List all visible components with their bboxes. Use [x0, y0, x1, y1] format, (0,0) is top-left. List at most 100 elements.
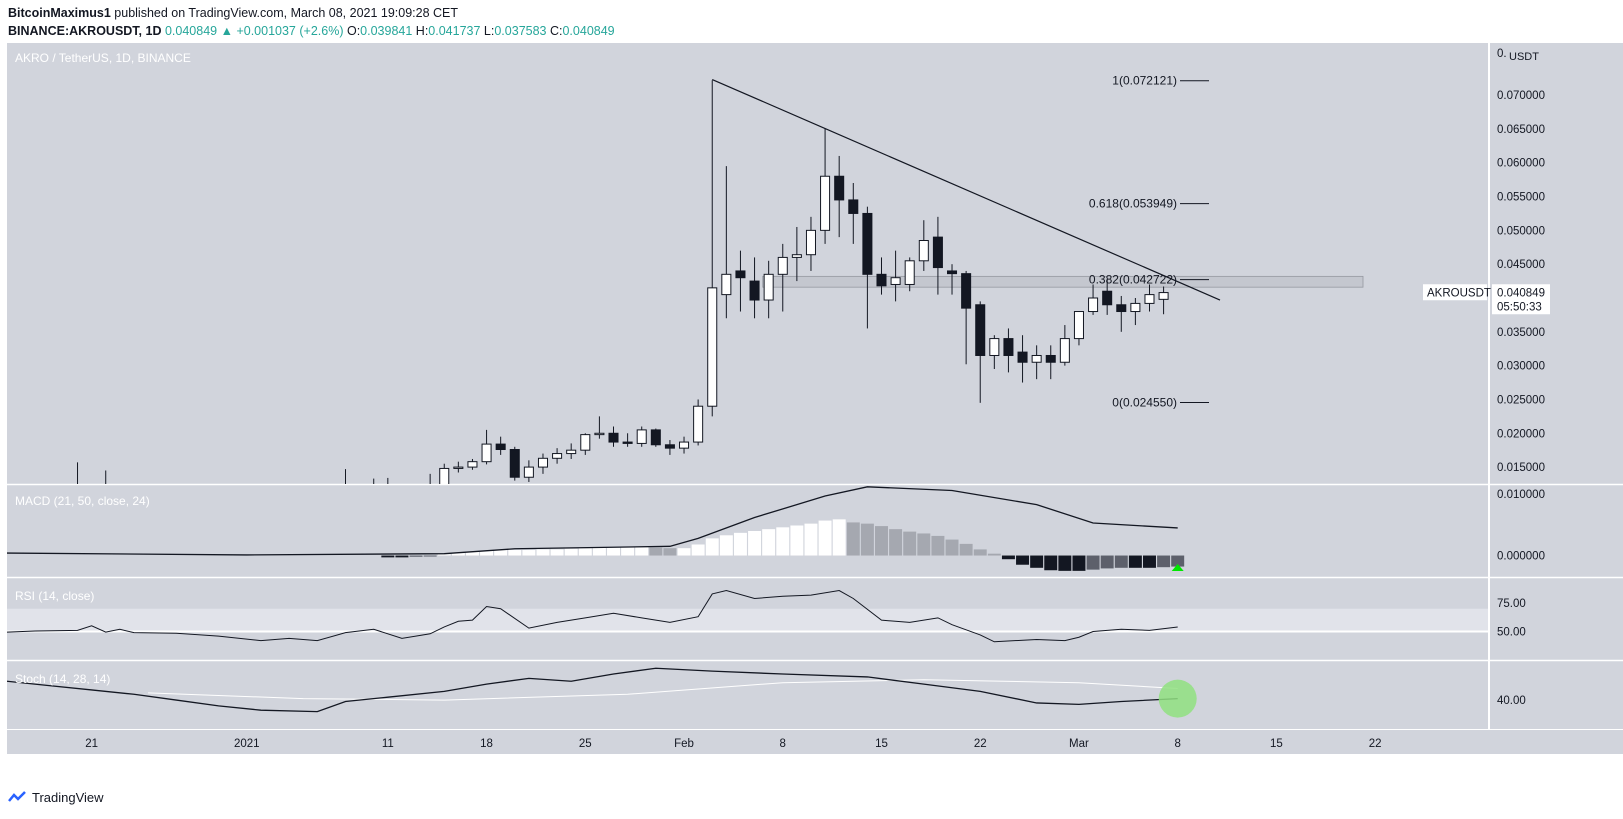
candle-body	[820, 175, 831, 231]
macd-histogram-bar	[1016, 555, 1030, 565]
macd-histogram-bar	[522, 550, 536, 556]
bullish-candle	[105, 470, 107, 484]
stoch-d-line	[148, 679, 1178, 701]
bearish-candle	[495, 436, 506, 455]
candle-body	[848, 199, 859, 214]
candle-body	[509, 449, 520, 478]
bullish-candle	[1144, 284, 1155, 312]
candle-body	[1045, 354, 1056, 363]
time-tick-label: 18	[480, 738, 493, 750]
price-tick-label: 0.055000	[1497, 192, 1545, 204]
candle-body	[1003, 338, 1014, 356]
candle-body	[1144, 294, 1155, 304]
candle-body	[1102, 290, 1113, 306]
bearish-candle	[975, 301, 986, 403]
candle-body	[876, 273, 887, 287]
time-axis-bg	[7, 730, 1623, 754]
time-tick-label: 8	[780, 738, 786, 750]
macd-histogram-bar	[1114, 555, 1128, 568]
time-tick-label: 11	[382, 738, 394, 750]
macd-histogram-bar	[1044, 555, 1058, 571]
candle-body	[664, 444, 675, 449]
stoch-plot	[7, 667, 1178, 713]
macd-histogram-bar	[621, 547, 635, 556]
candle-body	[523, 466, 534, 478]
candle-body	[1073, 311, 1084, 340]
macd-tick-label: 0.010000	[1497, 489, 1545, 501]
macd-histogram-bar	[987, 553, 1001, 556]
macd-histogram-bar	[437, 554, 451, 556]
rsi-tick-label: 75.00	[1497, 598, 1526, 610]
bullish-candle	[429, 473, 431, 484]
bullish-candle	[1158, 286, 1169, 315]
candle-body	[552, 453, 563, 459]
rsi-line	[7, 590, 1178, 643]
bullish-candle	[453, 461, 464, 473]
currency-label: USDT	[1509, 51, 1539, 63]
candle-body	[961, 273, 972, 309]
fib-level-label: 0.382(0.042722)	[1089, 273, 1177, 287]
brand-name[interactable]: TradingView	[32, 790, 104, 805]
bullish-candle	[1073, 311, 1084, 346]
bullish-candle	[820, 128, 831, 244]
up-triangle-icon: ▲	[220, 24, 233, 38]
bullish-candle	[481, 429, 492, 465]
macd-histogram-bar	[1072, 555, 1086, 571]
candle-body	[453, 466, 464, 469]
low-label: L:	[483, 24, 495, 38]
bullish-candle	[345, 469, 347, 484]
macd-histogram-bar	[550, 549, 564, 556]
price-plot	[77, 78, 1364, 484]
macd-histogram-bar	[860, 523, 874, 556]
candle-body	[989, 338, 1000, 356]
macd-histogram-bar	[409, 555, 423, 557]
macd-histogram-bar	[1157, 555, 1171, 568]
fib-level-label: 0.618(0.053949)	[1089, 197, 1177, 211]
macd-histogram-bar	[508, 550, 522, 556]
macd-histogram-bar	[733, 532, 747, 556]
bearish-candle	[876, 257, 887, 295]
macd-pane-bg	[7, 485, 1488, 577]
bullish-candle	[77, 462, 79, 484]
bar-countdown: 05:50:33	[1497, 301, 1542, 313]
macd-histogram-bar	[790, 525, 804, 556]
macd-histogram-bar	[691, 544, 705, 556]
price-tick-label: 0.035000	[1497, 327, 1545, 339]
high-value: 0.041737	[428, 24, 481, 38]
macd-histogram-bar	[1142, 555, 1156, 568]
bullish-candle	[566, 443, 577, 459]
candle-body	[636, 429, 647, 444]
publish-line: BitcoinMaximus1 published on TradingView…	[8, 4, 1008, 22]
pair-label: AKRO / TetherUS, 1D, BINANCE	[15, 51, 191, 65]
candle-body	[947, 270, 958, 275]
macd-histogram-bar	[564, 548, 578, 556]
candle-body	[1130, 302, 1141, 313]
last-price-symbol-box	[1423, 284, 1487, 301]
macd-histogram-bar	[705, 538, 719, 556]
candle-body	[749, 280, 760, 301]
bearish-candle	[650, 428, 661, 447]
bearish-candle	[947, 264, 958, 295]
macd-histogram-bar	[578, 548, 592, 556]
candle-body	[566, 449, 577, 455]
bearish-candle	[735, 250, 746, 312]
bullish-candle	[1088, 284, 1099, 315]
bullish-candle	[523, 460, 534, 482]
macd-histogram-bar	[1001, 555, 1015, 560]
bullish-candle	[707, 80, 718, 417]
macd-histogram-bar	[973, 549, 987, 556]
bearish-candle	[1003, 328, 1014, 373]
last-price-tag-value: 0.040849	[1497, 287, 1545, 299]
candle-body	[1158, 292, 1169, 300]
candle-body	[481, 443, 492, 463]
last-price-tag	[1492, 284, 1550, 315]
stoch-pane-bg	[7, 661, 1488, 729]
symbol-label: BINANCE:AKROUSDT, 1D	[8, 24, 162, 38]
time-tick-label: 15	[1270, 738, 1283, 750]
author-name[interactable]: BitcoinMaximus1	[8, 6, 111, 20]
bearish-candle	[961, 270, 972, 365]
descending-trendline	[711, 78, 1221, 301]
macd-histogram-bar	[451, 553, 465, 556]
candle-body	[862, 212, 873, 275]
